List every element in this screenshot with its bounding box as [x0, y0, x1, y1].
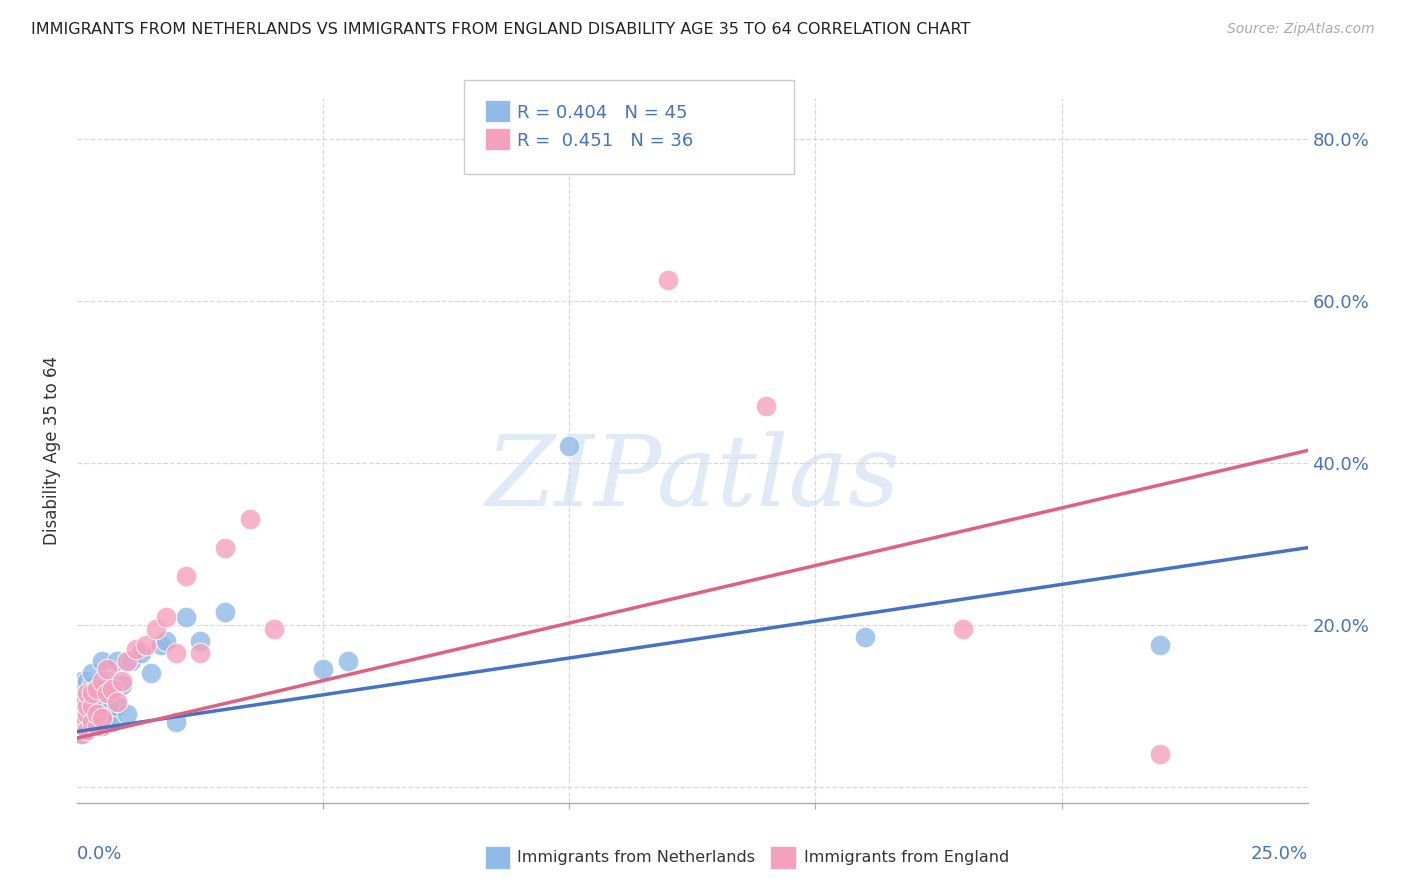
Point: [214, 606, 236, 620]
Point: [952, 622, 974, 636]
Point: [76, 706, 98, 721]
Point: [312, 662, 335, 676]
Point: [82, 686, 104, 700]
Point: [101, 714, 124, 729]
Point: [101, 682, 124, 697]
Point: [105, 698, 128, 713]
Text: R = 0.404   N = 45: R = 0.404 N = 45: [517, 104, 688, 122]
Point: [90, 682, 114, 697]
Point: [90, 654, 114, 668]
Point: [82, 719, 104, 733]
Point: [135, 638, 157, 652]
Point: [155, 633, 177, 648]
Point: [96, 662, 118, 676]
Point: [76, 698, 98, 713]
Point: [70, 706, 93, 721]
Point: [76, 723, 98, 737]
Point: [165, 646, 187, 660]
Point: [70, 698, 93, 713]
Point: [190, 633, 212, 648]
Text: 0.0%: 0.0%: [77, 845, 122, 863]
Point: [115, 654, 138, 668]
Point: [96, 686, 118, 700]
Point: [82, 666, 104, 681]
Point: [86, 706, 108, 721]
Point: [82, 714, 104, 729]
Point: [70, 727, 93, 741]
Point: [105, 694, 128, 708]
Point: [96, 711, 118, 725]
Point: [86, 719, 108, 733]
Point: [90, 706, 114, 721]
Point: [131, 646, 153, 660]
Text: ZIPatlas: ZIPatlas: [485, 431, 900, 526]
Point: [558, 439, 581, 453]
Point: [190, 646, 212, 660]
Point: [96, 674, 118, 689]
Point: [70, 719, 93, 733]
Point: [145, 622, 167, 636]
Point: [853, 630, 876, 644]
Point: [141, 666, 163, 681]
Point: [165, 714, 187, 729]
Point: [70, 723, 93, 737]
Point: [239, 512, 262, 526]
Point: [86, 682, 108, 697]
Point: [755, 399, 778, 413]
Point: [76, 698, 98, 713]
Point: [86, 698, 108, 713]
Point: [174, 569, 197, 583]
Point: [70, 727, 93, 741]
Point: [90, 719, 114, 733]
Point: [82, 698, 104, 713]
Point: [76, 723, 98, 737]
Point: [105, 654, 128, 668]
Point: [101, 682, 124, 697]
Point: [337, 654, 360, 668]
Text: IMMIGRANTS FROM NETHERLANDS VS IMMIGRANTS FROM ENGLAND DISABILITY AGE 35 TO 64 C: IMMIGRANTS FROM NETHERLANDS VS IMMIGRANT…: [31, 22, 970, 37]
Point: [263, 622, 285, 636]
Point: [76, 714, 98, 729]
Point: [657, 273, 679, 287]
Text: 25.0%: 25.0%: [1250, 845, 1308, 863]
Text: Immigrants from Netherlands: Immigrants from Netherlands: [517, 850, 755, 864]
Point: [121, 654, 143, 668]
Text: Immigrants from England: Immigrants from England: [804, 850, 1010, 864]
Point: [1149, 747, 1171, 762]
Point: [111, 674, 132, 689]
Point: [82, 698, 104, 713]
Point: [90, 711, 114, 725]
Point: [82, 678, 104, 692]
Point: [125, 641, 148, 656]
Text: Source: ZipAtlas.com: Source: ZipAtlas.com: [1227, 22, 1375, 37]
Point: [76, 686, 98, 700]
Point: [150, 638, 173, 652]
Point: [174, 609, 197, 624]
Point: [82, 706, 104, 721]
Y-axis label: Disability Age 35 to 64: Disability Age 35 to 64: [44, 356, 62, 545]
Point: [76, 674, 98, 689]
Point: [86, 682, 108, 697]
Point: [111, 678, 132, 692]
Point: [76, 686, 98, 700]
Point: [115, 706, 138, 721]
Point: [90, 674, 114, 689]
Text: R =  0.451   N = 36: R = 0.451 N = 36: [517, 132, 693, 150]
Point: [70, 698, 93, 713]
Point: [86, 719, 108, 733]
Point: [96, 698, 118, 713]
Point: [86, 706, 108, 721]
Point: [155, 609, 177, 624]
Point: [214, 541, 236, 555]
Point: [70, 674, 93, 689]
Point: [1149, 638, 1171, 652]
